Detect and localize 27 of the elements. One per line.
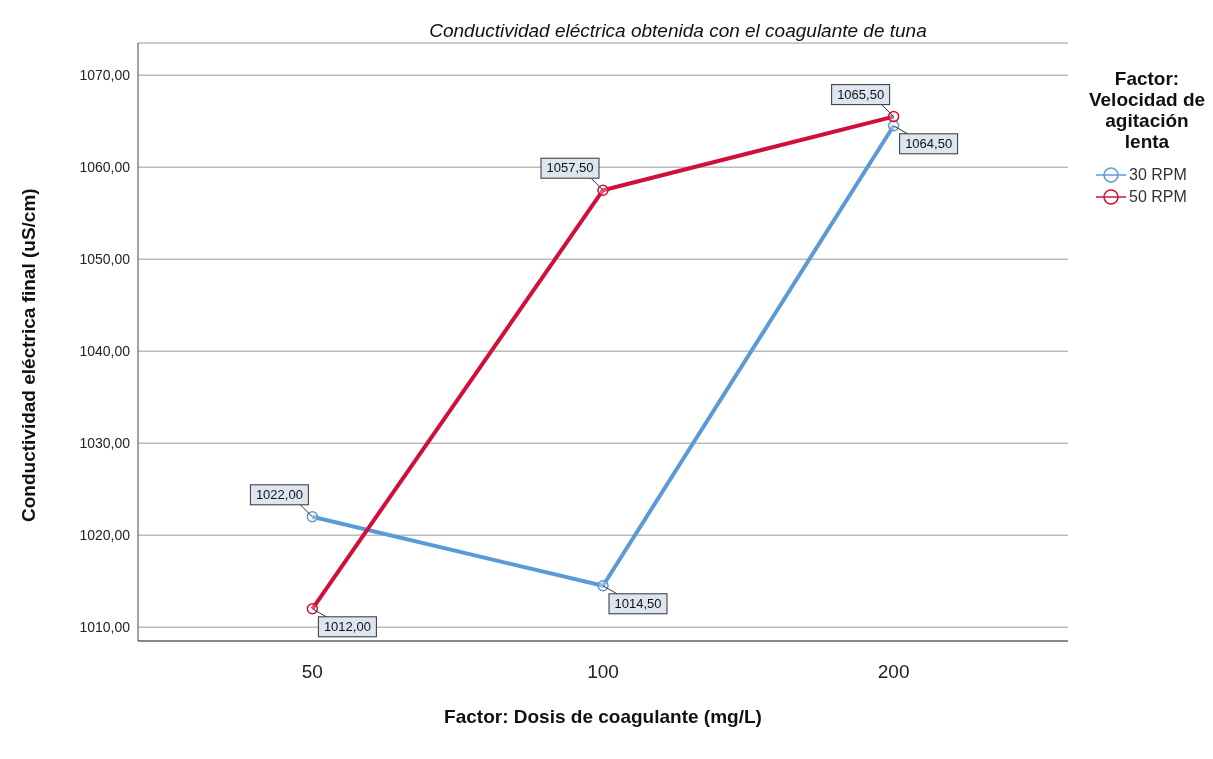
point xyxy=(306,511,319,523)
data-label: 1064,50 xyxy=(905,135,953,151)
y-tick-label: 1060,00 xyxy=(79,159,131,176)
data-label: 1012,00 xyxy=(323,618,371,634)
data-label: 1065,50 xyxy=(837,86,885,102)
y-tick-label: 1020,00 xyxy=(79,527,131,544)
y-tick-label: 1040,00 xyxy=(79,343,131,360)
y-tick-label: 1010,00 xyxy=(79,619,131,636)
y-tick-label: 1070,00 xyxy=(79,67,131,84)
y-tick-label: 1050,00 xyxy=(79,251,131,268)
x-tick-label: 200 xyxy=(877,661,910,683)
data-label: 1014,50 xyxy=(614,595,662,611)
point xyxy=(597,580,609,592)
y-axis-title: Conductividad eléctrica final (uS/cm) xyxy=(17,188,39,522)
x-tick-label: 50 xyxy=(301,661,323,683)
data-label: 1057,50 xyxy=(546,160,594,176)
x-tick-label: 100 xyxy=(587,661,619,683)
data-label: 1022,00 xyxy=(255,486,303,502)
point xyxy=(306,603,319,615)
legend-label: 50 RPM xyxy=(1129,188,1187,206)
legend-label: 30 RPM xyxy=(1129,166,1187,184)
point xyxy=(887,110,900,123)
chart-title: Conductividad eléctrica obtenida con el coagulante de tuna xyxy=(428,20,928,42)
x-axis-title: Factor: Dosis de coagulante (mg/L) xyxy=(444,706,762,727)
y-tick-label: 1030,00 xyxy=(79,435,131,452)
legend-title: Factor: Velocidad de agitación lenta xyxy=(1088,68,1206,152)
point xyxy=(597,184,609,196)
